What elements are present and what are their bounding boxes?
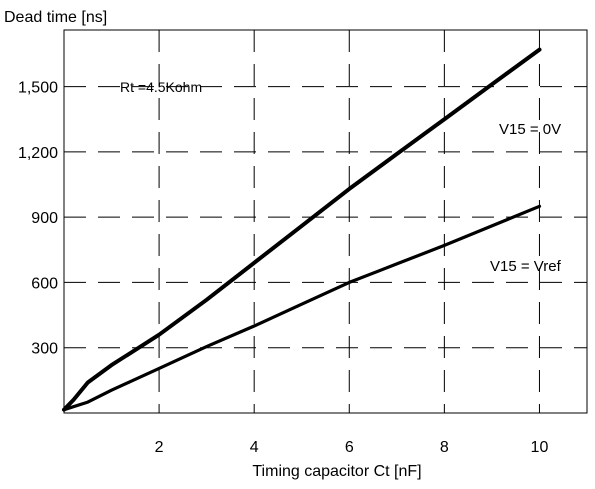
x-tick-label: 2 <box>155 439 164 456</box>
y-tick-label: 900 <box>31 210 58 227</box>
y-tick-label: 300 <box>31 341 58 358</box>
grid-lines <box>64 30 587 413</box>
rt-annotation: Rt =4.5Kohm <box>120 79 202 95</box>
series-layer <box>62 47 542 412</box>
x-axis-label: Timing capacitor Ct [nF] <box>252 463 421 480</box>
plot-frame <box>63 29 588 414</box>
series-vref-label: V15 = Vref <box>490 258 562 275</box>
y-tick-labels: 300 600 900 1,200 1,500 <box>18 80 58 358</box>
y-tick-label: 600 <box>31 275 58 292</box>
x-tick-label: 4 <box>250 439 259 456</box>
series-0v-label: V15 = 0V <box>499 121 561 138</box>
x-tick-label: 8 <box>440 439 449 456</box>
y-axis-label: Dead time [ns] <box>4 9 107 26</box>
y-tick-label: 1,200 <box>18 145 58 162</box>
series-line-v15-0v <box>62 47 542 412</box>
x-tick-label: 6 <box>345 439 354 456</box>
x-tick-labels: 2 4 6 8 10 <box>155 439 549 456</box>
x-tick-label: 10 <box>531 439 549 456</box>
series-line-v15-vref <box>62 204 542 412</box>
y-tick-label: 1,500 <box>18 80 58 97</box>
